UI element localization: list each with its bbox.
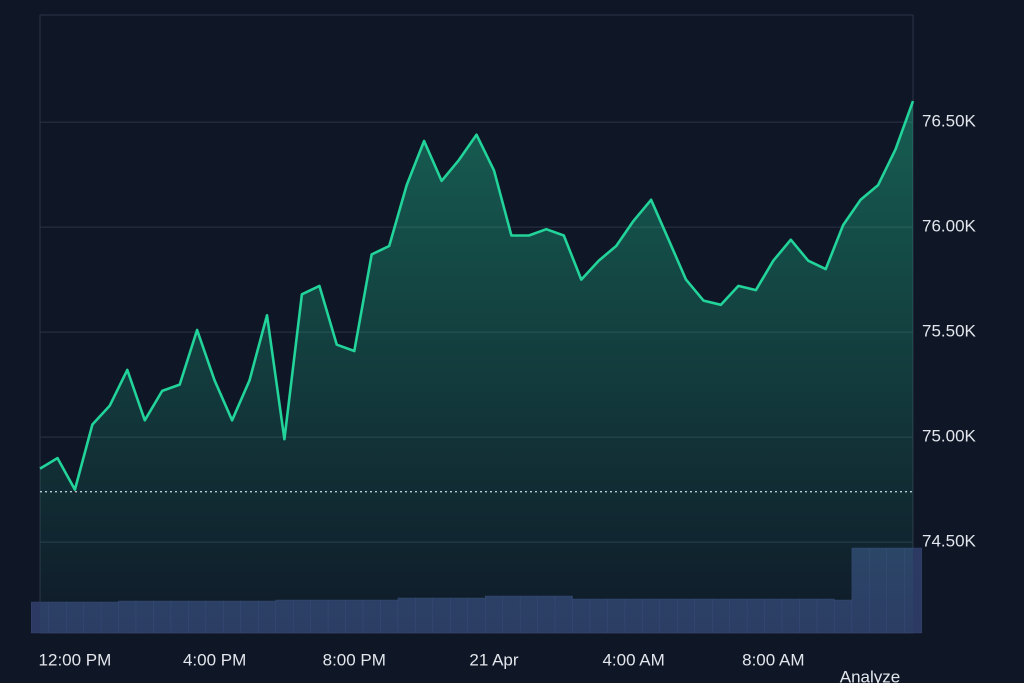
- y-tick-label: 76.00K: [922, 217, 977, 236]
- y-tick-label: 76.50K: [922, 112, 977, 131]
- x-tick-label: 21 Apr: [469, 650, 518, 669]
- x-tick-label: 4:00 AM: [602, 650, 664, 669]
- analyze-button[interactable]: Analyze: [840, 667, 900, 683]
- x-tick-label: 12:00 PM: [39, 650, 112, 669]
- x-tick-label: 8:00 AM: [742, 650, 804, 669]
- x-tick-label: 8:00 PM: [323, 650, 386, 669]
- x-tick-label: 4:00 PM: [183, 650, 246, 669]
- y-tick-label: 75.50K: [922, 322, 977, 341]
- area-fill: [40, 101, 913, 634]
- y-tick-label: 75.00K: [922, 427, 977, 446]
- y-tick-label: 74.50K: [922, 532, 977, 551]
- price-line: [39, 100, 915, 491]
